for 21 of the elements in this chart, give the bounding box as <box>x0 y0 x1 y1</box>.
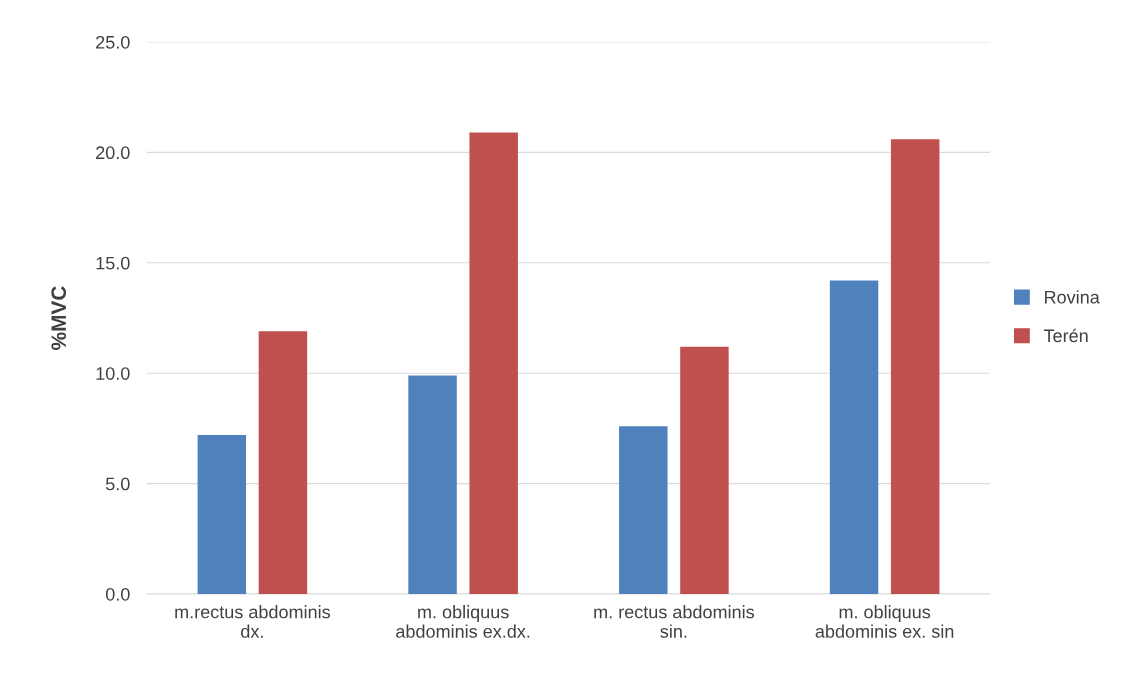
bar <box>197 435 247 594</box>
bar <box>408 375 457 594</box>
bar <box>680 346 729 594</box>
bar <box>258 331 308 594</box>
legend-label: Terén <box>1043 328 1088 343</box>
bar <box>619 426 668 594</box>
x-tick-label: m. rectus abdominis sin. <box>594 605 755 638</box>
legend-label: Rovina <box>1045 290 1100 304</box>
bar <box>890 139 940 594</box>
y-tick-label: 15.0 <box>96 256 130 270</box>
y-tick-label: 5.0 <box>105 477 130 491</box>
y-tick-label: 0.0 <box>105 587 130 601</box>
y-tick-label: 10.0 <box>96 367 130 380</box>
bar <box>829 280 879 594</box>
y-axis-title: %MVC <box>51 286 67 350</box>
x-tick-label: m. obliquus abdominis ex. sin <box>815 605 954 638</box>
x-tick-label: m.rectus abdominis dx. <box>175 605 330 638</box>
bar <box>469 132 518 594</box>
x-tick-label: m. obliquus abdominis ex.dx. <box>396 605 530 638</box>
y-tick-label: 20.0 <box>96 146 130 160</box>
y-tick-label: 25.0 <box>96 35 130 49</box>
